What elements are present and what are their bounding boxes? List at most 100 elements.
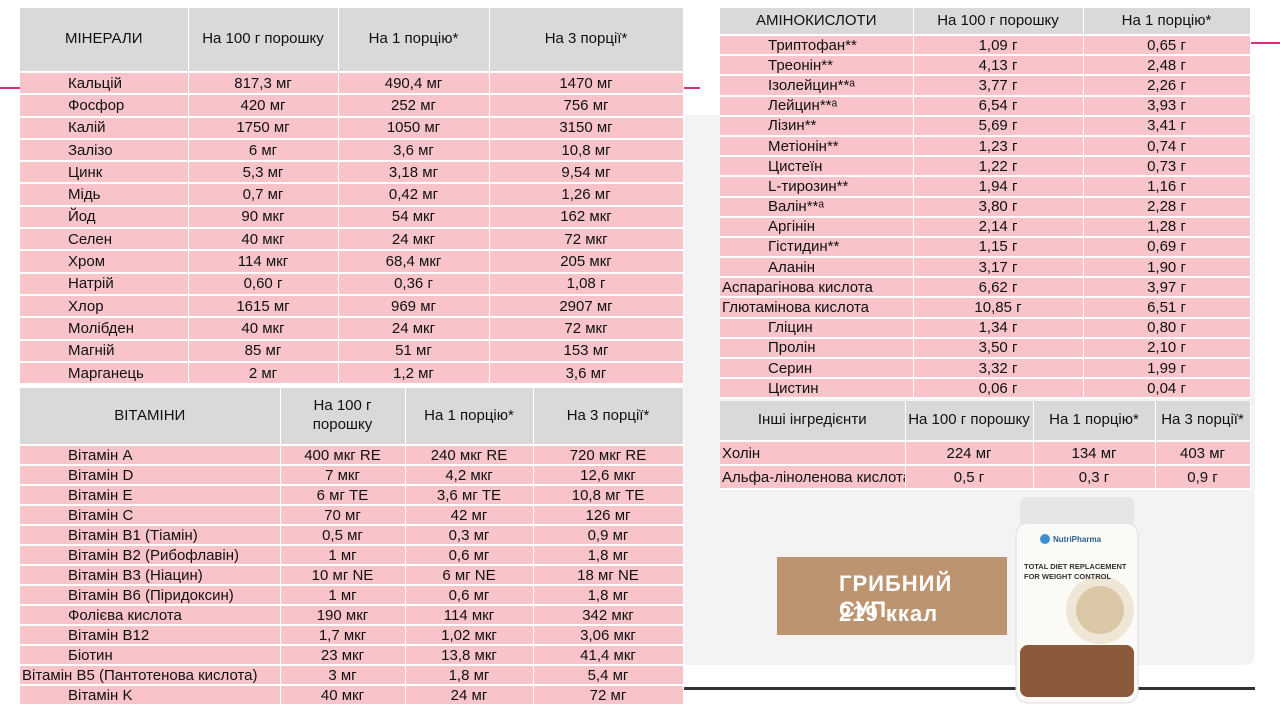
- table-other-ingredients: Інші інгредієнти На 100 г порошку На 1 пор…: [720, 401, 1251, 490]
- cell-value: 5,69 г: [913, 115, 1084, 137]
- cell-value: 403 мг: [1155, 441, 1251, 466]
- header-row: МІНЕРАЛИ На 100 г порошку На 1 порцію* На 3…: [20, 8, 684, 73]
- cell-value: 0,5 мг: [280, 525, 406, 546]
- cell-value: 54 мкг: [338, 205, 490, 230]
- cell-value: 1,23 г: [913, 135, 1084, 158]
- cell-value: 400 мкг RE: [280, 445, 406, 466]
- header-cell: ВІТАМІНИ: [20, 388, 281, 446]
- cell-value: 0,6 мг: [405, 545, 534, 566]
- row-label: Вітамін D: [20, 465, 281, 486]
- cell-value: 40 мкг: [280, 685, 406, 706]
- jar-band: [1020, 645, 1134, 697]
- product-jar: NutriPharma TOTAL DIET REPLACEMENT FOR W…: [1015, 497, 1139, 704]
- cell-value: 0,74 г: [1083, 135, 1251, 158]
- cell-value: 90 мкг: [188, 205, 339, 230]
- cell-value: 72 мг: [533, 685, 684, 706]
- cell-value: 40 мкг: [188, 228, 339, 252]
- cell-value: 2907 мг: [489, 294, 684, 319]
- header-cell: На 3 порції*: [489, 8, 684, 73]
- row-label: Гліцин: [720, 317, 914, 339]
- header-cell: На 1 порцію*: [405, 388, 534, 446]
- row-label: Вітамін C: [20, 505, 281, 526]
- cell-value: 1,08 г: [489, 272, 684, 296]
- header-cell: Інші інгредієнти: [720, 401, 906, 442]
- row-label: Лейцин**ᵃ: [720, 95, 914, 117]
- cell-value: 41,4 мкг: [533, 645, 684, 666]
- row-label: Кальцій: [20, 72, 189, 96]
- row-label: Цистин: [720, 378, 914, 400]
- table-row: Метіонін** 1,23 г 0,74 г: [720, 135, 1251, 158]
- cell-value: 1,8 мг: [405, 665, 534, 686]
- cell-value: 420 мг: [188, 94, 339, 118]
- cell-value: 0,3 г: [1033, 465, 1156, 490]
- cell-value: 85 мг: [188, 339, 339, 363]
- cell-value: 240 мкг RE: [405, 445, 534, 466]
- row-label: Магній: [20, 339, 189, 363]
- cell-value: 153 мг: [489, 339, 684, 363]
- table-row: Магній 85 мг 51 мг 153 мг: [20, 339, 684, 363]
- cell-value: 72 мкг: [489, 228, 684, 252]
- row-label: Хлор: [20, 294, 189, 319]
- row-label: Серин: [720, 358, 914, 380]
- cell-value: 1,09 г: [913, 35, 1084, 57]
- table-row: Пролін 3,50 г 2,10 г: [720, 337, 1251, 360]
- header-cell: АМІНОКИСЛОТИ: [720, 8, 914, 36]
- cell-value: 2 мг: [188, 361, 339, 386]
- table-row: Молібден 40 мкг 24 мкг 72 мкг: [20, 317, 684, 341]
- row-label: Гістидин**: [720, 236, 914, 259]
- table-row: Вітамін B5 (Пантотенова кислота) 3 мг 1,8 …: [20, 665, 684, 686]
- row-label: Вітамін B1 (Тіамін): [20, 525, 281, 546]
- cell-value: 18 мг NE: [533, 565, 684, 586]
- table-row: Аргінін 2,14 г 1,28 г: [720, 216, 1251, 238]
- cell-value: 490,4 мг: [338, 72, 490, 96]
- header-cell: На 1 порцію*: [338, 8, 490, 73]
- cell-value: 72 мкг: [489, 317, 684, 341]
- cell-value: 1,16 г: [1083, 176, 1251, 198]
- row-label: Селен: [20, 228, 189, 252]
- table-row: Ізолейцин**ᵃ 3,77 г 2,26 г: [720, 75, 1251, 97]
- table-row: Цинк 5,3 мг 3,18 мг 9,54 мг: [20, 161, 684, 185]
- cell-value: 3,80 г: [913, 196, 1084, 218]
- cell-value: 6 мг NE: [405, 565, 534, 586]
- table-row: Серин 3,32 г 1,99 г: [720, 358, 1251, 380]
- cell-value: 0,42 мг: [338, 183, 490, 207]
- cell-value: 1,15 г: [913, 236, 1084, 259]
- table-amino-acids: АМІНОКИСЛОТИ На 100 г порошку На 1 порцію*…: [720, 8, 1251, 400]
- cell-value: 0,80 г: [1083, 317, 1251, 339]
- cell-value: 1 мг: [280, 585, 406, 606]
- cell-value: 6,51 г: [1083, 297, 1251, 319]
- cell-value: 24 мкг: [338, 317, 490, 341]
- row-label: Хром: [20, 250, 189, 274]
- cell-value: 4,13 г: [913, 55, 1084, 77]
- table-row: Мідь 0,7 мг 0,42 мг 1,26 мг: [20, 183, 684, 207]
- header-cell: На 3 порції*: [1155, 401, 1251, 442]
- header-row: ВІТАМІНИ На 100 г порошку На 1 порцію* На 3…: [20, 388, 684, 446]
- row-label: Треонін**: [720, 55, 914, 77]
- cell-value: 3,6 мг TE: [405, 485, 534, 506]
- cell-value: 3,06 мкг: [533, 625, 684, 646]
- cell-value: 134 мг: [1033, 441, 1156, 466]
- table-row: Вітамін B2 (Рибофлавін) 1 мг 0,6 мг 1,8 мг: [20, 545, 684, 566]
- cell-value: 190 мкг: [280, 605, 406, 626]
- cell-value: 720 мкг RE: [533, 445, 684, 466]
- cell-value: 1750 мг: [188, 116, 339, 140]
- table-row: Натрій 0,60 г 0,36 г 1,08 г: [20, 272, 684, 296]
- row-label: Цинк: [20, 161, 189, 185]
- cell-value: 51 мг: [338, 339, 490, 363]
- cell-value: 3,50 г: [913, 337, 1084, 360]
- row-label: Вітамін B2 (Рибофлавін): [20, 545, 281, 566]
- table-row: Хлор 1615 мг 969 мг 2907 мг: [20, 294, 684, 319]
- table-minerals: МІНЕРАЛИ На 100 г порошку На 1 порцію* На 3…: [20, 8, 684, 386]
- row-label: Ізолейцин**ᵃ: [720, 75, 914, 97]
- cell-value: 7 мкг: [280, 465, 406, 486]
- row-label: Калій: [20, 116, 189, 140]
- row-label: Мідь: [20, 183, 189, 207]
- dark-rule: [683, 687, 1255, 690]
- cell-value: 10 мг NE: [280, 565, 406, 586]
- cell-value: 10,8 мг: [489, 138, 684, 163]
- row-label: Натрій: [20, 272, 189, 296]
- cell-value: 3,18 мг: [338, 161, 490, 185]
- cell-value: 1050 мг: [338, 116, 490, 140]
- row-label: Метіонін**: [720, 135, 914, 158]
- row-label: Вітамін B12: [20, 625, 281, 646]
